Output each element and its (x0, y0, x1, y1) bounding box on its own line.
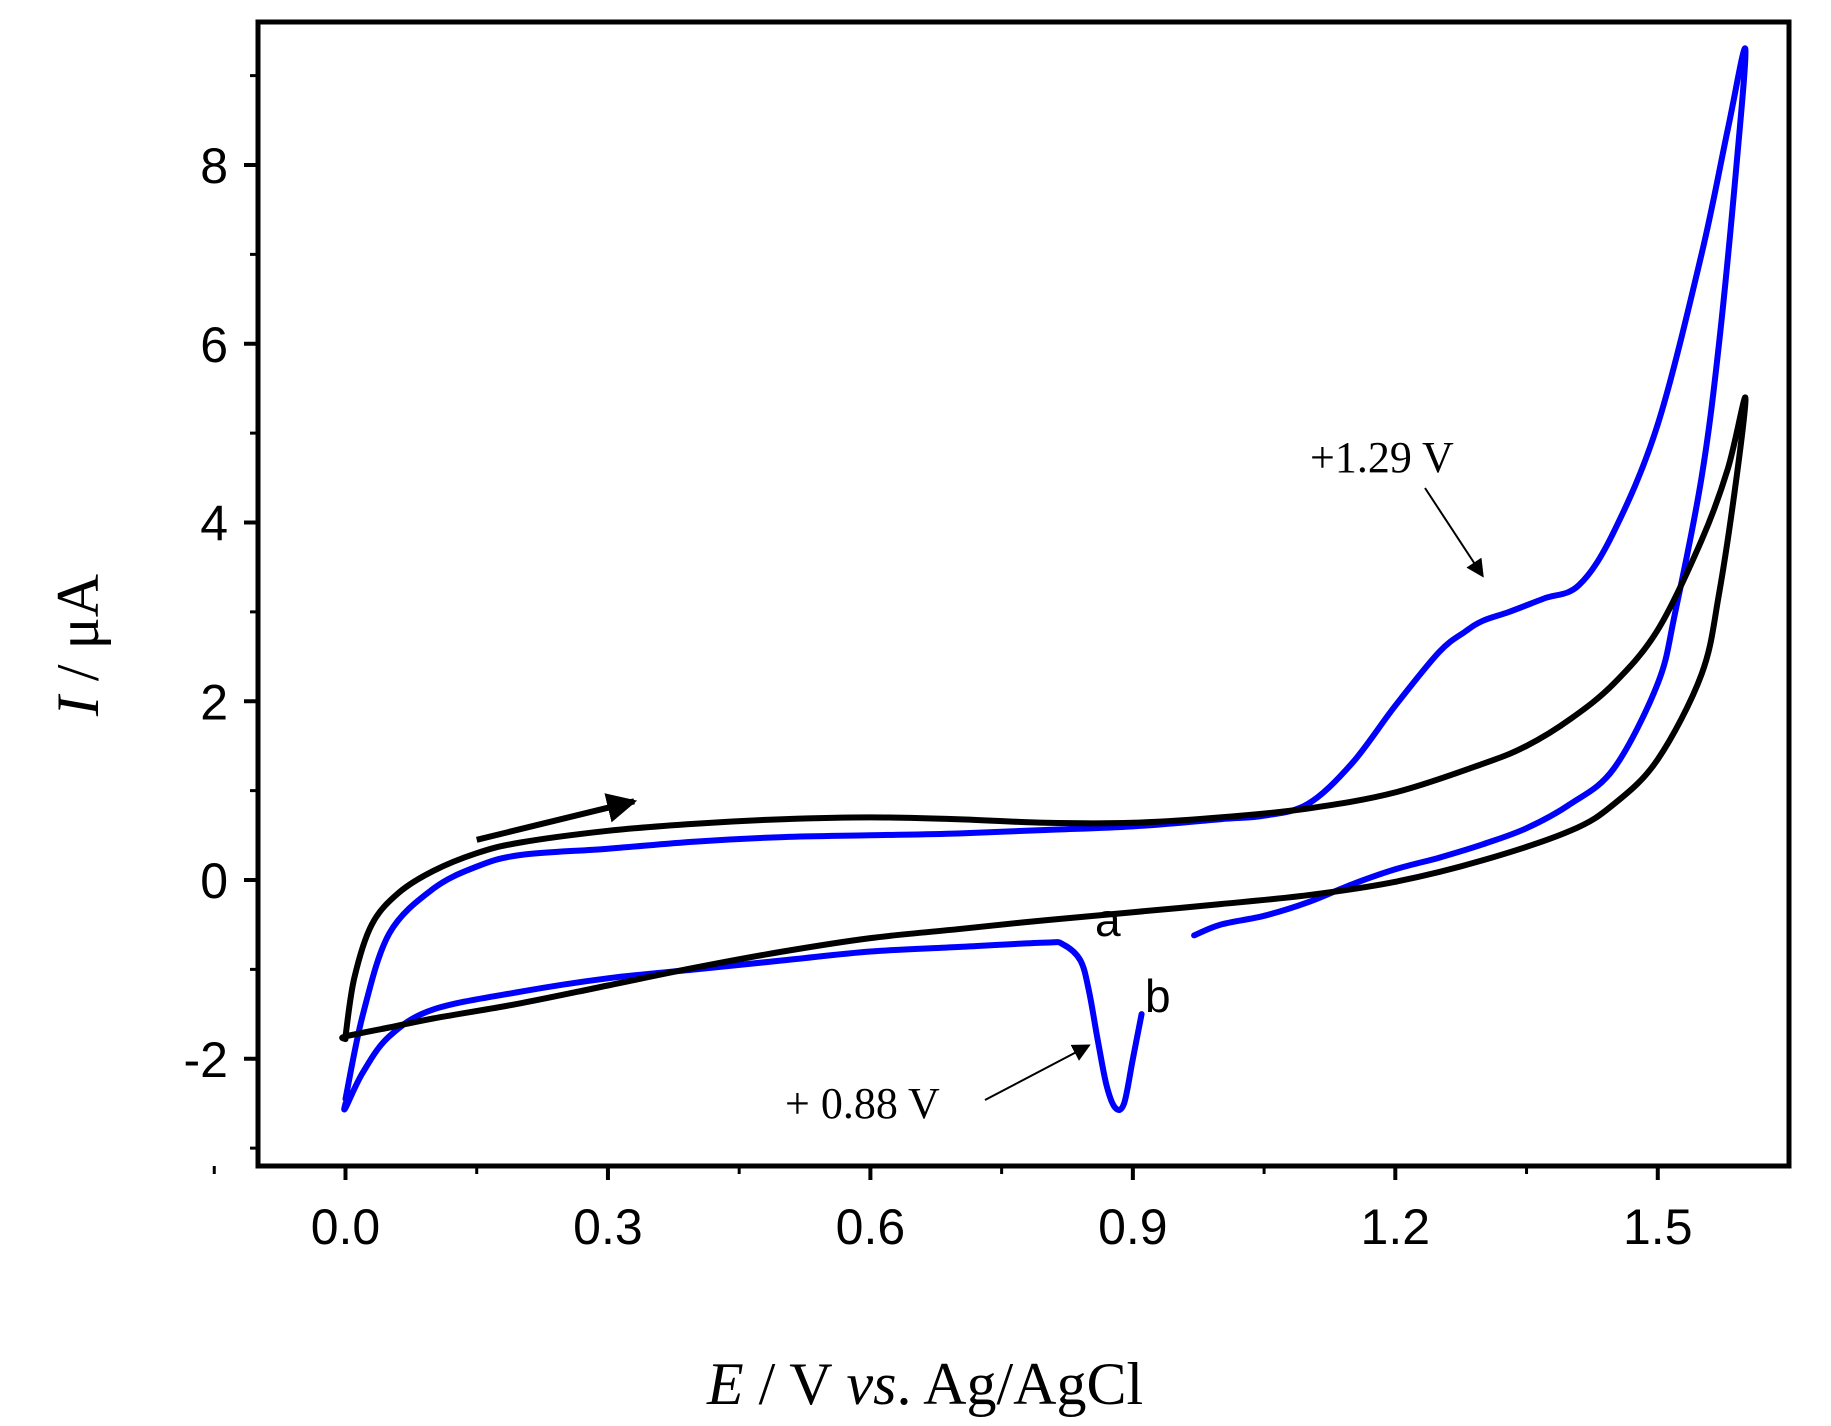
annotation-1-29v: +1.29 V (1310, 433, 1454, 482)
curve-label-a: a (1095, 894, 1121, 946)
y-tick-label: 6 (200, 317, 228, 373)
y-tick-label: 2 (200, 674, 228, 730)
series-b-line (341, 45, 1749, 1113)
plot-frame (255, 19, 1792, 1169)
y-tick-label: 0 (200, 853, 228, 909)
y-axis-title: I / μA (45, 574, 111, 717)
curve-label-b: b (1145, 970, 1171, 1022)
x-tick-label: 0.3 (573, 1199, 643, 1255)
axis-tick-labels: 0.0 0.3 0.6 0.9 1.2 1.5 -2 0 2 4 6 8 (184, 138, 1693, 1255)
y-tick-label: 8 (200, 138, 228, 194)
y-tick-label: -2 (184, 1032, 228, 1088)
x-tick-label: 0.6 (836, 1199, 906, 1255)
annotation-0-88v-arrow (984, 1044, 1091, 1101)
annotation-0-88v: + 0.88 V (785, 1079, 940, 1128)
axis-ticks (212, 74, 1660, 1180)
series-a-line (339, 394, 1749, 1043)
y-tick-label: 4 (200, 496, 228, 552)
scan-direction-arrow (476, 793, 638, 843)
x-tick-label: 1.2 (1361, 1199, 1431, 1255)
annotation-1-29v-arrow (1424, 487, 1484, 578)
x-tick-label: 1.5 (1623, 1199, 1693, 1255)
x-tick-label: 0.0 (311, 1199, 381, 1255)
x-tick-label: 0.9 (1098, 1199, 1168, 1255)
x-axis-title: E / V vs. Ag/AgCl (706, 1351, 1143, 1417)
